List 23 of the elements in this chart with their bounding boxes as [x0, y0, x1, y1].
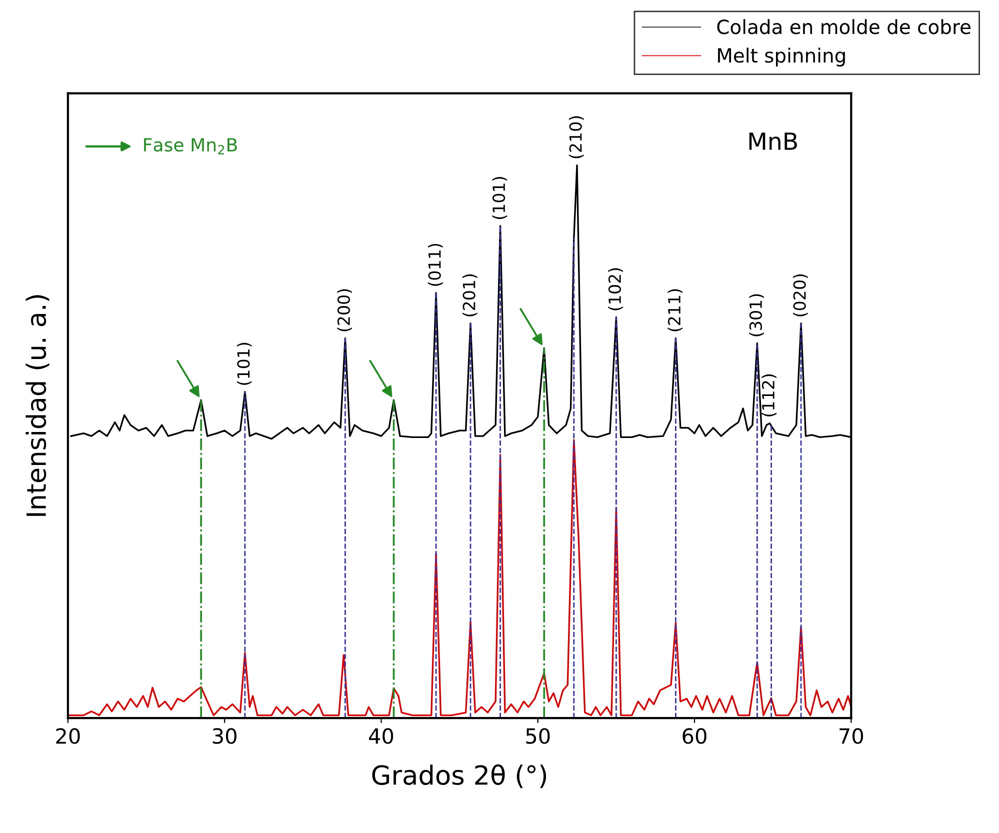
annotation: (210) — [568, 116, 584, 158]
text: Fase Mn$_{2}$B — [144, 138, 237, 154]
x-tick-label: 50 — [526, 728, 550, 744]
x-tick-label: 40 — [368, 728, 394, 744]
chart-title: MnB — [749, 132, 797, 150]
x-tick-label: 60 — [682, 728, 706, 744]
annotation: (301) — [749, 294, 764, 336]
x-tick-label: 30 — [212, 728, 236, 744]
annotation: (011) — [428, 244, 443, 286]
x-axis-title: Grados 2θ (°) — [372, 764, 546, 788]
annotation: (201) — [462, 274, 478, 316]
annotation: (020) — [792, 274, 808, 316]
legend-label: Colada en molde de cobre — [717, 19, 970, 34]
y-axis-title: Intensidad (u. a.) — [26, 295, 50, 516]
annotation: (200) — [337, 289, 352, 332]
annotation: (101) — [492, 177, 508, 219]
annotation: (102) — [608, 268, 623, 310]
legend-label: Melt spinning — [718, 48, 845, 67]
x-tick-label: 70 — [840, 728, 864, 744]
annotation: (101) — [236, 342, 252, 385]
x-tick-label: 20 — [56, 728, 80, 744]
annotation: (211) — [668, 289, 683, 332]
annotation: (112) — [762, 374, 776, 416]
